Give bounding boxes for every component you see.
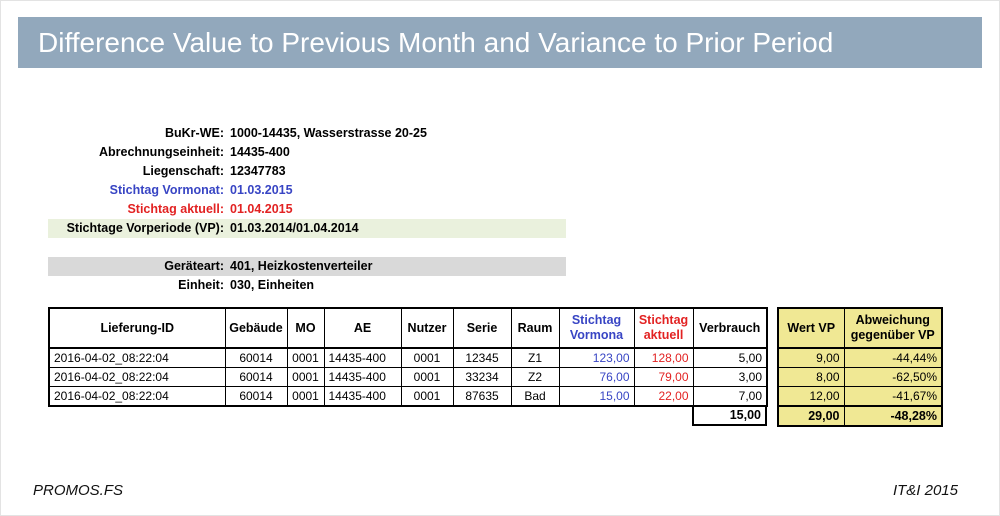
stichtag-aktuell-cell: 22,00 (633, 386, 694, 407)
verbrauch-total-cell: 15,00 (692, 405, 767, 426)
stichtag-vormonat-cell: 15,00 (558, 386, 635, 407)
col-header-lieferung-id: Lieferung-ID (48, 307, 226, 349)
nutzer-cell: 0001 (400, 367, 454, 387)
main-table-body: 2016-04-02_08:22:04 60014 0001 14435-400 000… (48, 347, 768, 407)
info-value: 01.03.2015 (230, 183, 293, 197)
ae-cell: 14435-400 (323, 347, 402, 368)
info-label: Geräteart: (164, 259, 224, 273)
raum-cell: Z2 (510, 367, 560, 387)
stichtag-aktuell-cell: 128,00 (633, 347, 694, 368)
table-row: 8,00 -62,50% (777, 367, 943, 387)
wert-vp-cell: 12,00 (777, 386, 845, 407)
lieferung-id-cell: 2016-04-02_08:22:04 (48, 347, 226, 368)
wert-vp-cell: 8,00 (777, 367, 845, 387)
col-header-abweichung-vp: Abweichung gegenüber VP (843, 307, 943, 349)
abweichung-vp-cell: -62,50% (843, 367, 943, 387)
mo-cell: 0001 (286, 386, 325, 407)
stichtag-vormonat-cell: 76,00 (558, 367, 635, 387)
table-row: 9,00 -44,44% (777, 347, 943, 368)
gebaeude-cell: 60014 (224, 367, 288, 387)
lieferung-id-cell: 2016-04-02_08:22:04 (48, 386, 226, 407)
abweichung-vp-cell: -41,67% (843, 386, 943, 407)
ae-cell: 14435-400 (323, 386, 402, 407)
table-row: 2016-04-02_08:22:04 60014 0001 14435-400 000… (48, 347, 768, 368)
col-header-ae: AE (323, 307, 402, 349)
info-row-bukr-we: BuKr-WE: 1000-14435, Wasserstrasse 20-25 (48, 124, 566, 143)
vp-header-row: Wert VP Abweichung gegenüber VP (777, 307, 943, 349)
ae-cell: 14435-400 (323, 367, 402, 387)
info-label: Stichtag Vormonat: (109, 183, 224, 197)
table-row: 2016-04-02_08:22:04 60014 0001 14435-400 000… (48, 386, 768, 407)
vp-total-row: 29,00 -48,28% (777, 405, 943, 427)
table-row: 2016-04-02_08:22:04 60014 0001 14435-400 000… (48, 367, 768, 387)
vp-table-body: 9,00 -44,44% 8,00 -62,50% 12,00 -41,67% (777, 347, 943, 407)
col-header-stichtag-aktuell: Stichtag aktuell (633, 307, 694, 349)
info-row-geraeteart: Geräteart: 401, Heizkostenverteiler (48, 257, 566, 276)
serie-cell: 33234 (452, 367, 512, 387)
col-header-gebaeude: Gebäude (224, 307, 288, 349)
info-label: Einheit: (178, 278, 224, 292)
info-label: BuKr-WE: (164, 126, 224, 140)
info-row-stichtag-aktuell: Stichtag aktuell: 01.04.2015 (48, 200, 566, 219)
footer-brand: PROMOS.FS (33, 482, 124, 499)
title-bar: Difference Value to Previous Month and V… (18, 17, 982, 68)
stichtag-vormonat-cell: 123,00 (558, 347, 635, 368)
serie-cell: 12345 (452, 347, 512, 368)
footer-event: IT&I 2015 (892, 482, 958, 499)
verbrauch-cell: 7,00 (692, 386, 768, 407)
vp-table: Wert VP Abweichung gegenüber VP 9,00 -44,… (777, 307, 943, 427)
serie-cell: 87635 (452, 386, 512, 407)
page-title: Difference Value to Previous Month and V… (38, 27, 834, 58)
verbrauch-cell: 5,00 (692, 347, 768, 368)
raum-cell: Bad (510, 386, 560, 407)
info-value: 12347783 (230, 164, 286, 178)
info-row-einheit: Einheit: 030, Einheiten (48, 276, 566, 295)
col-header-mo: MO (286, 307, 325, 349)
info-row-liegenschaft: Liegenschaft: 12347783 (48, 162, 566, 181)
info-label: Abrechnungseinheit: (98, 145, 224, 159)
col-header-wert-vp: Wert VP (777, 307, 845, 349)
info-label: Stichtage Vorperiode (VP): (66, 221, 224, 235)
info-value: 01.04.2015 (230, 202, 293, 216)
gebaeude-cell: 60014 (224, 386, 288, 407)
info-label: Liegenschaft: (142, 164, 224, 178)
info-label: Stichtag aktuell: (127, 202, 224, 216)
info-value: 1000-14435, Wasserstrasse 20-25 (230, 126, 427, 140)
col-header-verbrauch: Verbrauch (692, 307, 768, 349)
col-header-stichtag-vormonat: Stichtag Vormona (558, 307, 635, 349)
nutzer-cell: 0001 (400, 347, 454, 368)
lieferung-id-cell: 2016-04-02_08:22:04 (48, 367, 226, 387)
nutzer-cell: 0001 (400, 386, 454, 407)
table-row: 12,00 -41,67% (777, 386, 943, 407)
wert-vp-cell: 9,00 (777, 347, 845, 368)
raum-cell: Z1 (510, 347, 560, 368)
table-header-row: Lieferung-ID Gebäude MO AE Nutzer Serie … (48, 307, 768, 349)
info-value: 01.03.2014/01.04.2014 (230, 221, 359, 235)
col-header-nutzer: Nutzer (400, 307, 454, 349)
gebaeude-cell: 60014 (224, 347, 288, 368)
col-header-raum: Raum (510, 307, 560, 349)
verbrauch-cell: 3,00 (692, 367, 768, 387)
info-value: 401, Heizkostenverteiler (230, 259, 373, 273)
info-row-stichtag-vormonat: Stichtag Vormonat: 01.03.2015 (48, 181, 566, 200)
wert-vp-total-cell: 29,00 (777, 405, 845, 427)
info-value: 14435-400 (230, 145, 290, 159)
stichtag-aktuell-cell: 79,00 (633, 367, 694, 387)
mo-cell: 0001 (286, 347, 325, 368)
readings-table: Lieferung-ID Gebäude MO AE Nutzer Serie … (48, 307, 768, 407)
info-value: 030, Einheiten (230, 278, 315, 292)
mo-cell: 0001 (286, 367, 325, 387)
info-row-abrechnungseinheit: Abrechnungseinheit: 14435-400 (48, 143, 566, 162)
info-row-stichtage-vorperiode: Stichtage Vorperiode (VP): 01.03.2014/01.… (48, 219, 566, 238)
col-header-serie: Serie (452, 307, 512, 349)
abweichung-vp-total-cell: -48,28% (843, 405, 943, 427)
abweichung-vp-cell: -44,44% (843, 347, 943, 368)
